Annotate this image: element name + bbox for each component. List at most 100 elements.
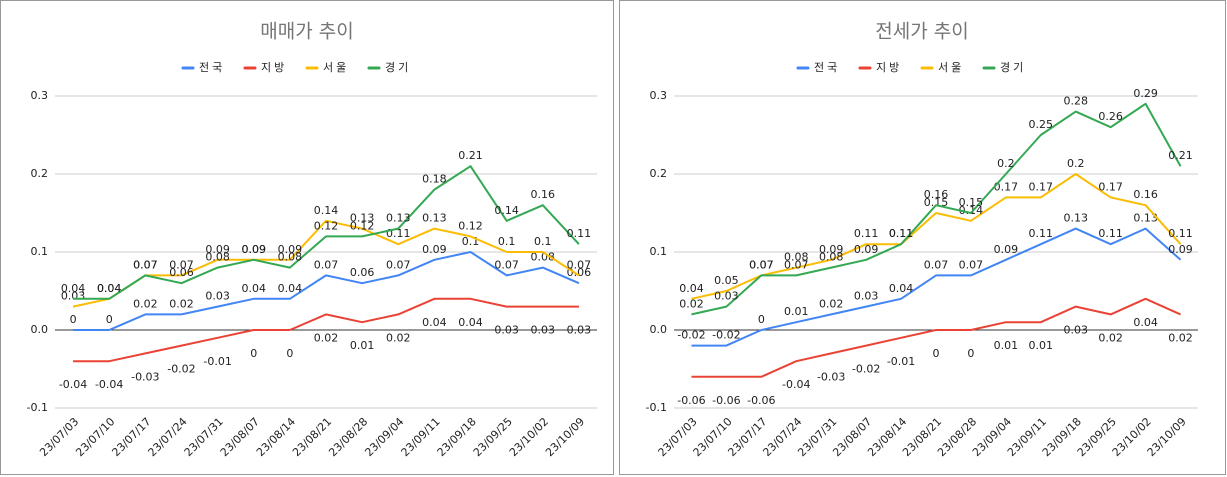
data-label: 0.08 [205, 251, 230, 264]
data-label: 0.07 [494, 258, 519, 271]
data-label: -0.03 [131, 370, 159, 383]
chart-title: 매매가 추이 [260, 21, 353, 43]
data-label: 0.12 [314, 219, 339, 232]
data-label: 0.08 [784, 251, 809, 264]
legend-label: 서울 [938, 61, 964, 74]
y-tick-label: 0.2 [31, 167, 49, 180]
data-label: 0.09 [854, 243, 879, 256]
legend-label: 경기 [385, 61, 411, 74]
panel-frame [619, 0, 1226, 475]
data-label: 0.17 [994, 180, 1019, 193]
data-label: 0.09 [241, 243, 266, 256]
data-label: 0.12 [350, 219, 375, 232]
series-line [73, 251, 580, 331]
data-label: 0.07 [924, 258, 949, 271]
data-label: 0.07 [749, 258, 774, 271]
data-label: 0.04 [889, 282, 914, 295]
data-label: 0.02 [169, 297, 194, 310]
legend-label: 경기 [1000, 61, 1026, 74]
data-label: 0.04 [97, 282, 122, 295]
data-label: 0.04 [679, 282, 704, 295]
data-label: 0.09 [819, 243, 844, 256]
data-label: 0.11 [1168, 227, 1193, 240]
data-label: 0.04 [1133, 316, 1158, 329]
y-tick-label: 0.0 [650, 323, 668, 336]
data-label: 0.04 [458, 316, 483, 329]
data-label: 0 [286, 347, 293, 360]
data-label: 0.29 [1133, 87, 1158, 100]
series-line [691, 102, 1182, 316]
legend-label: 서울 [323, 61, 349, 74]
data-label: 0.04 [61, 282, 86, 295]
data-label: 0.28 [1063, 95, 1088, 108]
data-label: 0.16 [531, 188, 556, 201]
data-label: 0.16 [924, 188, 949, 201]
data-label: 0.14 [314, 204, 339, 217]
data-label: 0.1 [534, 235, 552, 248]
data-label: 0.03 [205, 290, 230, 303]
data-label: 0.14 [494, 204, 519, 217]
data-label: 0.15 [959, 196, 984, 209]
data-label: 0.07 [133, 258, 158, 271]
data-label: 0.07 [169, 258, 194, 271]
data-label: -0.06 [747, 394, 775, 407]
series-line [691, 227, 1182, 347]
data-label: 0.17 [1098, 180, 1123, 193]
data-label: 0.03 [854, 290, 879, 303]
data-label: 0.11 [1098, 227, 1123, 240]
y-tick-label: 0.3 [31, 89, 49, 102]
data-label: 0.03 [531, 324, 556, 337]
data-label: 0.07 [314, 258, 339, 271]
legend-label: 지방 [261, 61, 287, 74]
data-label: 0.04 [422, 316, 447, 329]
data-label: 0 [758, 313, 765, 326]
data-label: -0.02 [677, 329, 705, 342]
data-label: 0.06 [567, 266, 592, 279]
data-label: 0.04 [97, 282, 122, 295]
y-tick-label: 0.1 [650, 245, 668, 258]
data-label: 0.02 [819, 297, 844, 310]
data-label: 0.09 [205, 243, 230, 256]
data-label: 0.03 [494, 324, 519, 337]
data-label: 0.03 [567, 324, 592, 337]
data-label: 0.02 [133, 297, 158, 310]
data-label: 0.03 [714, 290, 739, 303]
data-label: 0.25 [1029, 118, 1054, 131]
data-label: 0.06 [169, 266, 194, 279]
data-label: 0.08 [531, 251, 556, 264]
y-tick-label: 0.1 [31, 245, 49, 258]
data-label: 0.21 [1168, 149, 1193, 162]
data-label: -0.06 [677, 394, 705, 407]
data-label: -0.04 [59, 378, 87, 391]
data-label: 0.11 [854, 227, 879, 240]
data-label: 0.07 [959, 258, 984, 271]
data-label: 0.08 [278, 251, 303, 264]
data-label: 0 [250, 347, 257, 360]
data-label: 0.02 [1098, 331, 1123, 344]
data-label: 0.01 [350, 339, 375, 352]
data-label: 0.1 [498, 235, 516, 248]
data-label: -0.02 [712, 329, 740, 342]
y-tick-label: 0.0 [31, 323, 49, 336]
data-label: 0.13 [422, 212, 447, 225]
data-label: 0 [70, 313, 77, 326]
y-tick-label: -0.1 [646, 401, 667, 414]
data-label: 0.07 [133, 258, 158, 271]
data-label: 0.04 [241, 282, 266, 295]
data-label: -0.03 [817, 370, 845, 383]
data-label: 0.21 [458, 149, 483, 162]
series-line [73, 165, 580, 300]
data-label: 0.13 [1063, 212, 1088, 225]
data-label: 0.04 [278, 282, 303, 295]
data-label: 0.09 [1168, 243, 1193, 256]
data-label: 0.09 [422, 243, 447, 256]
panel-frame [0, 0, 614, 475]
data-label: 0.02 [1168, 331, 1193, 344]
data-label: 0.2 [1067, 157, 1085, 170]
data-label: 0.13 [386, 212, 411, 225]
data-label: 0.01 [784, 305, 809, 318]
series-line [72, 219, 580, 308]
data-label: -0.02 [852, 363, 880, 376]
data-label: 0.2 [997, 157, 1015, 170]
